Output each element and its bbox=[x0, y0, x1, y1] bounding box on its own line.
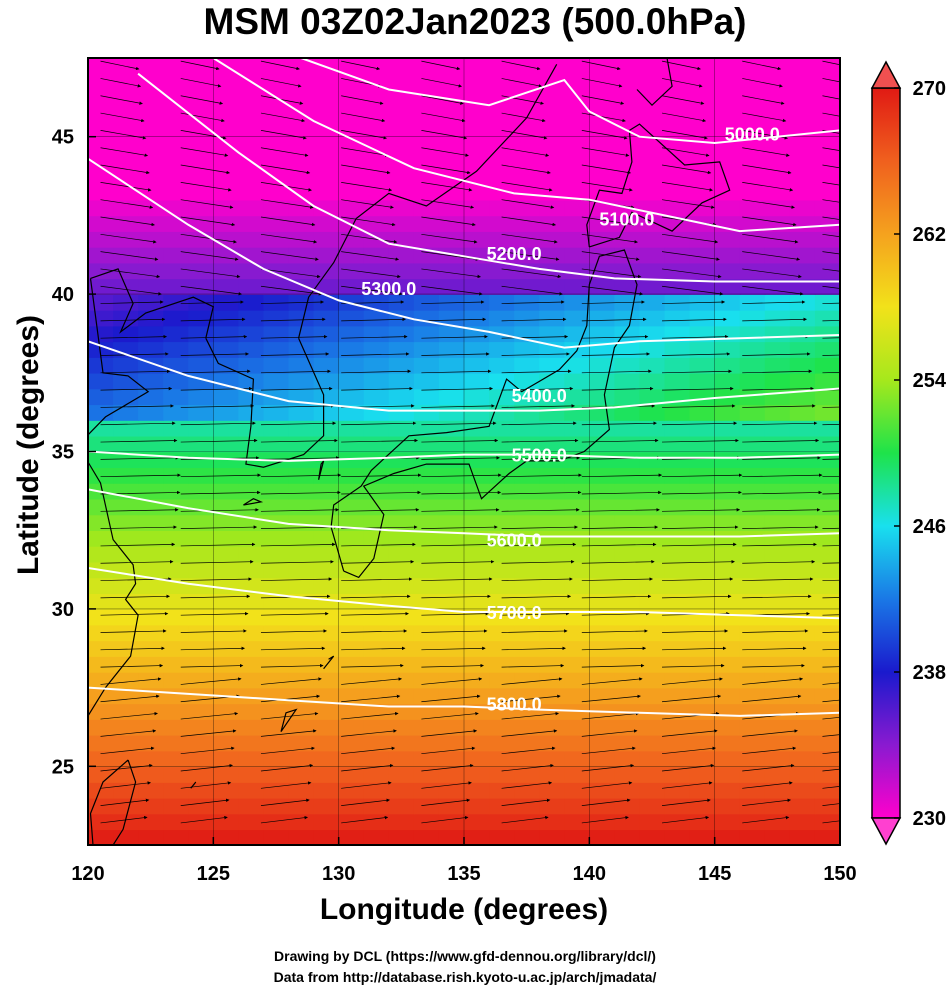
y-tick-label: 25 bbox=[52, 756, 74, 778]
contour-label: 5400.0 bbox=[512, 386, 567, 406]
contour-label: 5500.0 bbox=[512, 446, 567, 466]
x-axis-ticks: 120 125 130 135 140 145 150 bbox=[71, 837, 857, 885]
y-tick-label: 40 bbox=[52, 284, 74, 306]
colorbar-tick-label: 238 bbox=[913, 662, 946, 684]
grid-lines bbox=[88, 58, 840, 845]
temperature-field bbox=[88, 58, 840, 845]
contour-label: 5600.0 bbox=[487, 531, 542, 551]
colorbar-gradient bbox=[872, 88, 900, 818]
x-tick-label: 125 bbox=[197, 863, 230, 885]
colorbar-min-arrow bbox=[870, 817, 902, 846]
credit-data-source: Data from http://database.rish.kyoto-u.a… bbox=[273, 969, 657, 985]
contour-label: 5000.0 bbox=[725, 125, 780, 145]
colorbar-tick-label: 254 bbox=[913, 370, 947, 392]
y-tick-label: 35 bbox=[52, 442, 74, 464]
height-contours: 5000.0 5100.0 5200.0 5300.0 5400.0 5500.0 5600… bbox=[88, 58, 840, 717]
x-tick-label: 120 bbox=[71, 863, 104, 885]
contour-label: 5200.0 bbox=[487, 244, 542, 264]
contour-label: 5700.0 bbox=[487, 603, 542, 623]
map-area: 5000.0 5100.0 5200.0 5300.0 5400.0 5500.0 5600… bbox=[88, 58, 840, 845]
x-axis-label: Longitude (degrees) bbox=[319, 893, 609, 926]
colorbar-tick-label: 230 bbox=[913, 808, 946, 830]
contour-label: 5800.0 bbox=[487, 694, 542, 714]
colorbar: 230 238 246 254 262 270 bbox=[870, 60, 947, 846]
y-axis-ticks: 25 30 35 40 45 bbox=[52, 127, 96, 778]
x-tick-label: 130 bbox=[322, 863, 355, 885]
colorbar-max-arrow bbox=[870, 60, 902, 89]
y-axis-label: Latitude (degrees) bbox=[12, 314, 45, 576]
y-tick-label: 45 bbox=[52, 127, 74, 149]
colorbar-tick-label: 270 bbox=[913, 78, 946, 100]
credit-dcl: Drawing by DCL (https://www.gfd-dennou.o… bbox=[274, 948, 656, 964]
x-tick-label: 135 bbox=[447, 863, 480, 885]
colorbar-tick-label: 262 bbox=[913, 224, 946, 246]
plot-title: MSM 03Z02Jan2023 (500.0hPa) bbox=[203, 1, 747, 42]
contour-label: 5100.0 bbox=[599, 210, 654, 230]
y-tick-label: 30 bbox=[52, 599, 74, 621]
colorbar-tick-label: 246 bbox=[913, 516, 946, 538]
x-tick-label: 150 bbox=[823, 863, 856, 885]
x-tick-label: 145 bbox=[698, 863, 731, 885]
contour-label: 5300.0 bbox=[361, 279, 416, 299]
x-tick-label: 140 bbox=[573, 863, 606, 885]
